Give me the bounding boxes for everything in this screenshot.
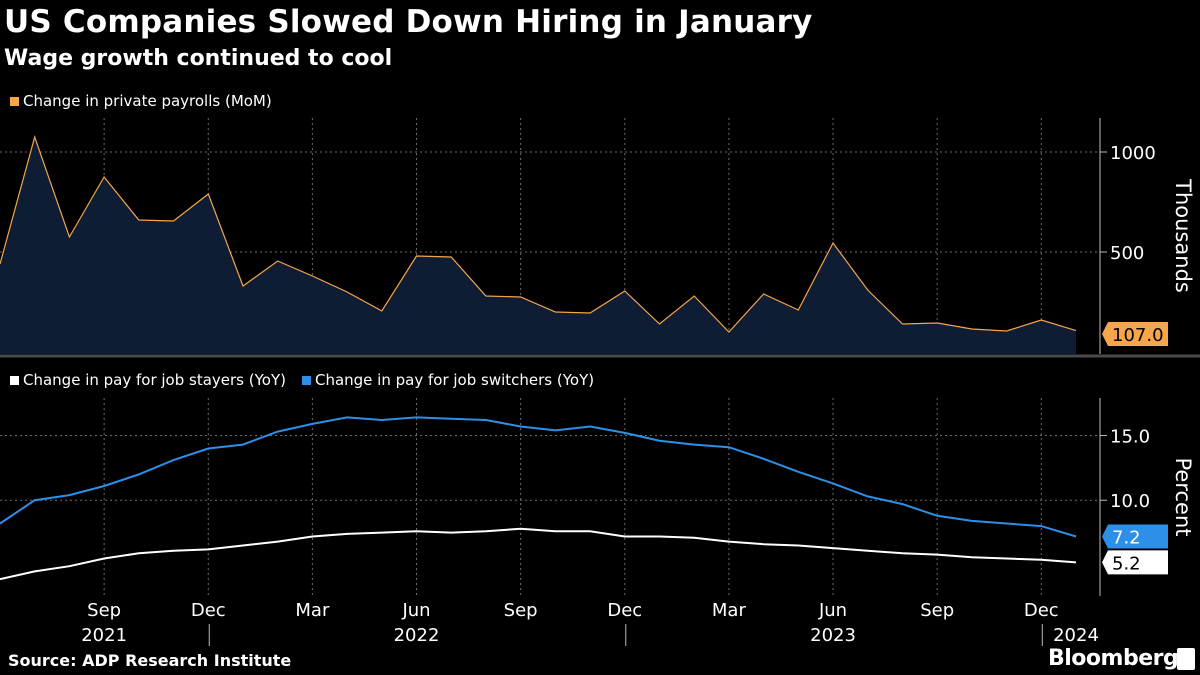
y-tick-label-bottom-0: 10.0 [1110, 491, 1150, 512]
switchers-line [0, 416, 1077, 538]
legend-item-stayers: Change in pay for job stayers (YoY) [10, 371, 286, 389]
x-tick-label-2: Mar [295, 600, 330, 621]
y-tick-label-top-0: 500 [1110, 243, 1144, 264]
x-year-label-0: 2021 [81, 625, 127, 646]
x-year-label-1: 2022 [394, 625, 440, 646]
y-tick-label-bottom-1: 15.0 [1110, 427, 1150, 448]
payrolls-last-value-tag-label: 107.0 [1112, 325, 1164, 346]
x-tick-label-5: Dec [607, 600, 642, 621]
x-tick-label-9: Dec [1024, 600, 1059, 621]
chart-subtitle: Wage growth continued to cool [4, 46, 393, 71]
legend-swatch-payrolls [10, 96, 19, 106]
legend-label-payrolls: Change in private payrolls (MoM) [23, 92, 272, 110]
legend-swatch-stayers [10, 375, 19, 385]
chart-title: US Companies Slowed Down Hiring in Janua… [4, 4, 813, 40]
legend-item-payrolls: Change in private payrolls (MoM) [10, 92, 272, 110]
stayers-last-value-tag-label: 5.2 [1112, 553, 1141, 574]
legend-swatch-switchers [301, 375, 311, 385]
y-tick-label-top-1: 1000 [1110, 143, 1156, 164]
switchers-last-value-tag [1102, 524, 1168, 549]
x-tick-label-0: Sep [87, 600, 121, 621]
source-note: Source: ADP Research Institute [8, 651, 292, 670]
legend-label-switchers: Change in pay for job switchers (YoY) [314, 371, 595, 389]
x-tick-label-1: Dec [191, 600, 226, 621]
payrolls-area [0, 137, 1076, 354]
payrolls-line [0, 134, 1077, 333]
legend-label-stayers: Change in pay for job stayers (YoY) [23, 371, 286, 389]
x-year-label-3: 2024 [1053, 625, 1099, 646]
y-axis-title-top: Thousands [1171, 178, 1195, 293]
payrolls-last-value-tag [1102, 322, 1168, 346]
y-axis-title-bottom: Percent [1171, 457, 1195, 536]
x-tick-label-7: Jun [818, 600, 847, 621]
bottom-panel-legend: Change in pay for job stayers (YoY) Chan… [10, 371, 594, 389]
x-tick-label-8: Sep [920, 600, 954, 621]
legend-item-switchers: Change in pay for job switchers (YoY) [301, 371, 595, 389]
x-tick-label-4: Sep [504, 600, 538, 621]
top-panel-legend: Change in private payrolls (MoM) [10, 92, 272, 110]
x-tick-label-3: Jun [401, 600, 430, 621]
x-tick-label-6: Mar [712, 600, 747, 621]
x-year-label-2: 2023 [810, 625, 856, 646]
bloomberg-logo: Bloomberg [1048, 646, 1179, 671]
switchers-last-value-tag-label: 7.2 [1112, 527, 1141, 548]
bloomberg-terminal-icon [1177, 648, 1195, 670]
stayers-last-value-tag [1102, 550, 1168, 575]
stayers-line [0, 527, 1077, 581]
